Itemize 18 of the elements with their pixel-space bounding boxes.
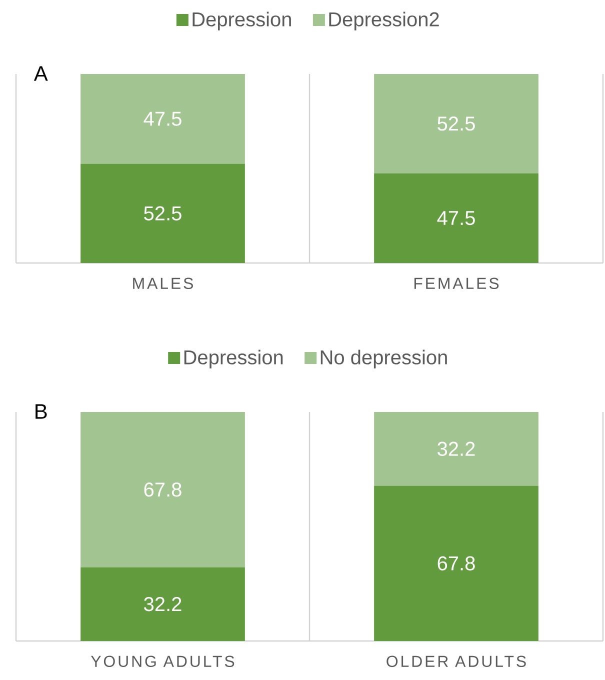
x-tick-label: MALES [133, 278, 193, 290]
chart-title: B [36, 404, 47, 419]
data-label: 67.8 [144, 482, 182, 497]
legend-label: Depression [184, 350, 283, 368]
legend-label: Depression2 [329, 12, 439, 30]
data-label: 47.5 [437, 211, 475, 226]
chart-title: A [34, 66, 48, 81]
data-label: 52.5 [144, 206, 182, 220]
legend-label: No depression [320, 350, 447, 368]
legend-label: Depression [192, 12, 291, 30]
x-tick-label: YOUNG ADULTS [90, 656, 234, 668]
data-label: 32.2 [144, 597, 182, 612]
x-tick-label: FEMALES [414, 278, 499, 290]
data-label: 47.5 [144, 112, 182, 126]
x-tick-label: OLDER ADULTS [386, 656, 526, 668]
data-label: 67.8 [438, 556, 475, 570]
data-label: 52.5 [438, 116, 475, 131]
data-label: 32.2 [438, 442, 475, 456]
